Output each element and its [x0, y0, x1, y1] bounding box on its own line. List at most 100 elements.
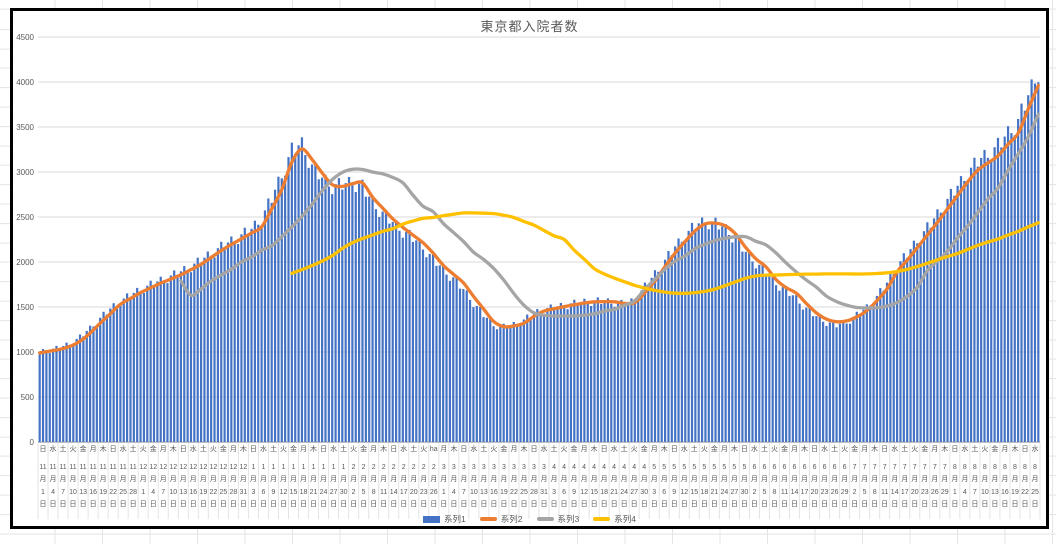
- weekday-label: 日: [1021, 446, 1029, 453]
- month-number: 5: [672, 463, 677, 471]
- bar: [45, 351, 48, 442]
- month-number: 3: [441, 463, 446, 471]
- day-suffix: 日: [921, 501, 929, 508]
- chart-object[interactable]: 東京都入院者数 0 500 1000 1500 2000 2500 3000 3500 4000…: [10, 8, 1049, 529]
- bar: [906, 257, 909, 442]
- bar: [186, 270, 189, 442]
- day-suffix: 日: [791, 501, 798, 508]
- weekday-label: 水: [400, 446, 408, 453]
- bar: [139, 291, 142, 442]
- day-number: 3: [552, 488, 556, 496]
- month-suffix: 月: [690, 476, 698, 483]
- weekday-label: 水: [610, 446, 618, 453]
- day-number: 3: [251, 488, 256, 496]
- day-suffix: 日: [700, 501, 708, 508]
- month-number: 12: [159, 463, 168, 471]
- legend-item-2[interactable]: 系列2: [479, 513, 523, 525]
- x-tick-label: 水 5 月 12 日: [679, 444, 689, 512]
- month-number: 12: [199, 463, 208, 471]
- day-suffix: 日: [370, 501, 378, 508]
- x-tick-label: 水 6 月 2 日: [749, 444, 759, 512]
- month-suffix: 月: [139, 476, 147, 483]
- bar: [1017, 119, 1020, 442]
- day-suffix: 日: [911, 501, 919, 508]
- legend-item-1[interactable]: 系列1: [423, 513, 466, 525]
- bar: [744, 251, 747, 442]
- day-number: 7: [461, 488, 466, 496]
- month-number: 8: [1023, 463, 1027, 471]
- day-suffix: 日: [169, 501, 177, 508]
- day-suffix: 日: [540, 501, 548, 508]
- month-number: 11: [99, 463, 107, 471]
- day-suffix: 日: [400, 501, 408, 508]
- bar: [1023, 110, 1026, 443]
- day-suffix: 日: [430, 501, 438, 508]
- day-number: 7: [61, 488, 65, 496]
- bar: [223, 248, 226, 442]
- legend-item-4[interactable]: 系列4: [593, 513, 636, 525]
- bar: [112, 303, 115, 442]
- bar: [519, 325, 522, 442]
- month-suffix: 月: [700, 476, 708, 483]
- day-suffix: 日: [780, 501, 788, 508]
- weekday-label: 日: [390, 446, 398, 453]
- day-suffix: 日: [1031, 501, 1039, 508]
- month-number: 1: [291, 463, 296, 471]
- day-suffix: 日: [520, 501, 528, 508]
- month-suffix: 月: [1031, 476, 1039, 483]
- x-tick-label: 木 5 月 27 日: [729, 444, 739, 512]
- x-tick-label: 水 11 月 4 日: [48, 444, 58, 512]
- weekday-label: 土: [269, 446, 277, 453]
- x-tick-label: 土 1 月 30 日: [339, 444, 349, 512]
- day-number: 2: [752, 488, 757, 496]
- weekday-label: 土: [480, 446, 488, 453]
- bar: [586, 303, 589, 442]
- legend-item-3[interactable]: 系列3: [536, 513, 579, 525]
- day-suffix: 日: [1011, 501, 1019, 508]
- month-suffix: 月: [440, 476, 448, 483]
- day-suffix: 日: [159, 501, 167, 508]
- x-tick-label: 火 2 月 23 日: [419, 444, 429, 512]
- month-number: 8: [962, 463, 967, 471]
- day-number: 10: [69, 488, 77, 496]
- bar: [936, 209, 939, 442]
- month-suffix: 月: [159, 476, 167, 483]
- bar: [980, 158, 983, 442]
- month-suffix: 月: [99, 476, 107, 483]
- day-number: 1: [952, 488, 957, 496]
- bar: [892, 273, 895, 442]
- bar: [398, 230, 401, 442]
- x-tick-label: 火 11 月 10 日: [68, 444, 78, 512]
- day-suffix: 日: [380, 501, 388, 508]
- month-suffix: 月: [259, 476, 267, 483]
- bar: [193, 263, 196, 442]
- x-tick-label: 火 6 月 29 日: [840, 444, 850, 512]
- month-number: 8: [1033, 463, 1037, 471]
- day-suffix: 日: [350, 501, 358, 508]
- day-suffix: 日: [219, 501, 227, 508]
- month-suffix: 月: [791, 476, 798, 483]
- bar: [865, 304, 868, 442]
- y-tick-label: 4000: [16, 78, 34, 87]
- legend-label: 系列4: [614, 514, 636, 524]
- x-tick-label: 土 4 月 24 日: [619, 444, 629, 512]
- bar: [569, 303, 573, 442]
- month-number: 12: [239, 463, 248, 471]
- day-number: 8: [772, 488, 777, 496]
- x-tick-label: 水 7 月 14 日: [890, 444, 900, 512]
- bar: [169, 275, 172, 442]
- month-suffix: 月: [610, 476, 618, 483]
- x-tick-label: 水 8 月 4 日: [960, 444, 970, 512]
- month-suffix: 月: [360, 476, 368, 483]
- bar: [774, 285, 778, 442]
- weekday-label: 日: [109, 446, 117, 453]
- bar: [963, 180, 966, 442]
- bar: [159, 276, 162, 442]
- month-suffix: 月: [370, 476, 378, 483]
- bar: [811, 316, 815, 442]
- bar: [448, 280, 451, 442]
- bar: [801, 309, 805, 442]
- x-tick-label: 月 1 月 18 日: [299, 444, 309, 512]
- day-suffix: 日: [831, 501, 839, 508]
- bar: [300, 137, 304, 443]
